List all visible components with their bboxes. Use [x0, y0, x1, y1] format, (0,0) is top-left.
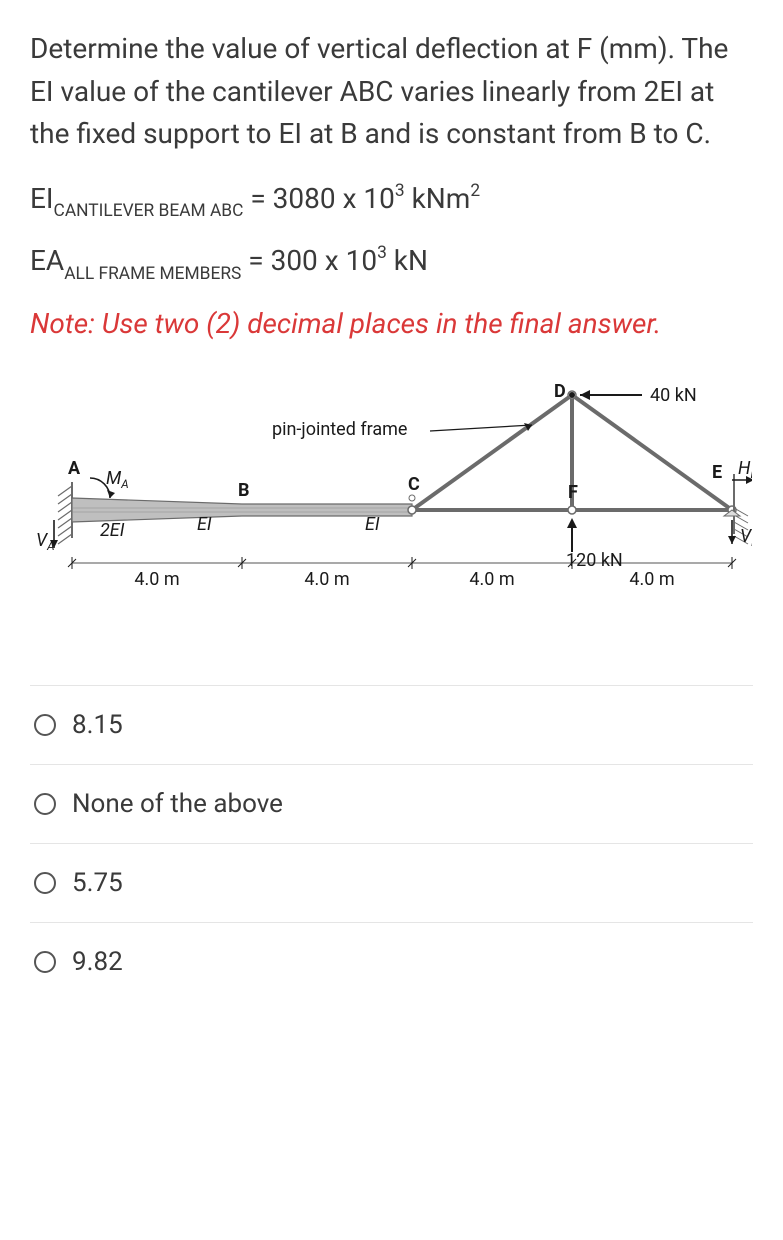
eq1-sup: 3: [395, 181, 405, 201]
option-label: 5.75: [72, 868, 123, 898]
svg-text:EI: EI: [197, 514, 212, 535]
svg-text:A: A: [68, 458, 81, 479]
option-row[interactable]: 5.75: [30, 843, 753, 922]
equation-ea: EAALL FRAME MEMBERS = 300 x 103 kN: [30, 240, 753, 285]
option-label: 8.15: [72, 710, 123, 740]
radio-icon[interactable]: [34, 714, 56, 736]
eq2-sub: ALL FRAME MEMBERS: [64, 264, 241, 284]
eq2-rhs-b: kN: [387, 244, 428, 277]
radio-icon[interactable]: [34, 872, 56, 894]
options-group: 8.15 None of the above 5.75 9.82: [30, 685, 753, 1001]
svg-text:C: C: [408, 474, 420, 495]
option-row[interactable]: None of the above: [30, 764, 753, 843]
eq1-sub: CANTILEVER BEAM ABC: [54, 201, 244, 221]
eq1-lhs: EI: [30, 182, 54, 215]
svg-text:4.0 m: 4.0 m: [134, 569, 179, 590]
eq2-sup: 3: [377, 243, 387, 263]
svg-text:4.0 m: 4.0 m: [629, 569, 674, 590]
svg-text:4.0 m: 4.0 m: [469, 569, 514, 590]
svg-text:4.0 m: 4.0 m: [304, 569, 349, 590]
structural-figure: 40 kN120 kNpin-jointed frameABCDFEMAVAHE…: [32, 375, 752, 615]
eq1-rhs-b: kNm: [405, 182, 471, 215]
option-row[interactable]: 9.82: [30, 922, 753, 1001]
svg-text:D: D: [554, 381, 566, 402]
svg-text:VE: VE: [740, 526, 752, 549]
option-label: 9.82: [72, 947, 123, 977]
svg-text:F: F: [568, 482, 578, 503]
svg-text:E: E: [712, 462, 722, 483]
svg-text:2EI: 2EI: [100, 520, 125, 541]
svg-text:VA: VA: [36, 530, 55, 553]
eq1-sup2: 2: [470, 181, 480, 201]
note-text: Note: Use two (2) decimal places in the …: [30, 303, 753, 346]
radio-icon[interactable]: [34, 951, 56, 973]
svg-text:pin-jointed frame: pin-jointed frame: [272, 419, 407, 440]
eq1-rhs-a: = 3080 x 10: [243, 182, 394, 215]
svg-text:EI: EI: [365, 514, 380, 535]
equation-ei: EICANTILEVER BEAM ABC = 3080 x 103 kNm2: [30, 178, 753, 223]
eq2-lhs: EA: [30, 244, 64, 277]
option-label: None of the above: [72, 789, 283, 819]
eq2-rhs-a: = 300 x 10: [241, 244, 377, 277]
svg-text:40 kN: 40 kN: [650, 385, 697, 406]
radio-icon[interactable]: [34, 793, 56, 815]
svg-text:MA: MA: [106, 468, 129, 491]
option-row[interactable]: 8.15: [30, 685, 753, 764]
problem-paragraph: Determine the value of vertical deflecti…: [30, 28, 753, 156]
svg-text:HE: HE: [738, 458, 752, 481]
svg-text:B: B: [238, 480, 250, 501]
